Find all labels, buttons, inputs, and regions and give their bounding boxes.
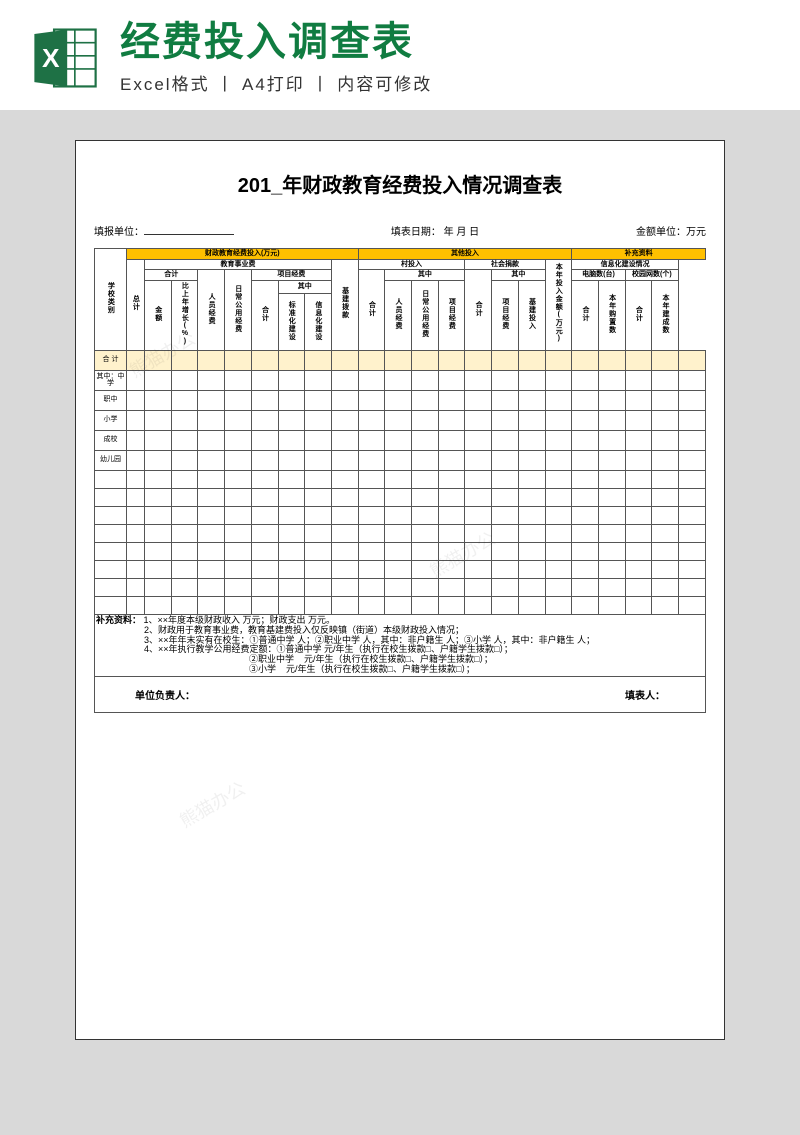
meta-date-value: 年 月 日 bbox=[441, 227, 479, 238]
row-total-label: 合 计 bbox=[95, 350, 127, 370]
footer-right: 填表人： bbox=[625, 687, 665, 702]
note1: 1、××年度本级财政收入 万元；财政支出 万元。 bbox=[144, 615, 336, 625]
group-fiscal: 财政教育经费投入(万元) bbox=[127, 249, 359, 260]
table-row bbox=[95, 578, 706, 596]
row-total: 合 计 bbox=[95, 350, 706, 370]
sub-edu: 教育事业费 bbox=[145, 259, 332, 270]
col-jijian2: 基建投入 bbox=[528, 298, 536, 330]
excel-icon: X bbox=[30, 23, 100, 93]
table-row: 其中：中学 bbox=[95, 370, 706, 390]
group-supp: 补充资料 bbox=[572, 249, 706, 260]
table-row bbox=[95, 506, 706, 524]
template-header: X 经费投入调查表 Excel格式 丨 A4打印 丨 内容可修改 bbox=[0, 0, 800, 110]
doc-title: 201_年财政教育经费投入情况调查表 bbox=[94, 169, 706, 198]
table-row bbox=[95, 542, 706, 560]
col-net: 校园网数(个) bbox=[625, 270, 678, 281]
note6: ③小学 元/年生（执行在校生拨款□、户籍学生拨款□）； bbox=[96, 665, 475, 675]
col-qizhong-p: 其中 bbox=[278, 281, 331, 294]
col-daily2: 日常公用经费 bbox=[421, 290, 429, 338]
col-staff2: 人员经费 bbox=[394, 298, 402, 330]
meta-date-label: 填表日期： bbox=[391, 227, 441, 238]
col-qizhong-s: 其中 bbox=[492, 270, 545, 281]
main-table: 学校类别 财政教育经费投入(万元) 其他投入 补充资料 总计 教育事业费 基建拨… bbox=[94, 248, 706, 677]
col-total: 总计 bbox=[132, 295, 140, 311]
col-built: 本年建成数 bbox=[661, 294, 669, 334]
footer-row: 单位负责人： 填表人： bbox=[94, 677, 706, 713]
table-row bbox=[95, 524, 706, 542]
meta-row: 填报单位： 填表日期： 年 月 日 金额单位：万元 bbox=[94, 223, 706, 238]
document-page: 熊猫办公 熊猫办公 熊猫办公 201_年财政教育经费投入情况调查表 填报单位： … bbox=[75, 140, 725, 1040]
col-proj2: 项目经费 bbox=[448, 298, 456, 330]
col-daily: 日常公用经费 bbox=[234, 285, 242, 333]
table-row: 幼儿园 bbox=[95, 450, 706, 470]
table-row: 小学 bbox=[95, 410, 706, 430]
col-info: 信息化建设 bbox=[314, 301, 322, 341]
table-row bbox=[95, 560, 706, 578]
notes-label: 补充资料： bbox=[96, 615, 141, 625]
col-heji1: 合计 bbox=[145, 270, 198, 281]
col-thisyear: 本年投入金额(万元) bbox=[555, 263, 563, 343]
col-proj3: 项目经费 bbox=[501, 298, 509, 330]
col-jijian: 基建拨款 bbox=[341, 287, 349, 319]
sub-village: 村投入 bbox=[358, 259, 465, 270]
table-row: 成校 bbox=[95, 430, 706, 450]
table-row: 职中 bbox=[95, 390, 706, 410]
svg-text:X: X bbox=[42, 42, 60, 72]
col-heji3: 合计 bbox=[474, 301, 482, 317]
col-buy: 本年购置数 bbox=[608, 294, 616, 334]
col-staff: 人员经费 bbox=[207, 293, 215, 325]
table-row bbox=[95, 488, 706, 506]
footer-left: 单位负责人： bbox=[135, 687, 195, 702]
col-growth: 比上年增长(%) bbox=[181, 282, 189, 346]
col-heji6: 合计 bbox=[635, 306, 643, 322]
watermark: 熊猫办公 bbox=[174, 775, 249, 834]
col-proj: 项目经费 bbox=[251, 270, 331, 281]
col-amount: 金额 bbox=[154, 306, 162, 322]
sub-social: 社会捐款 bbox=[465, 259, 545, 270]
meta-unit-label: 填报单位： bbox=[94, 227, 144, 238]
sub-info: 信息化建设情况 bbox=[572, 259, 679, 270]
table-row bbox=[95, 596, 706, 614]
col-heji2: 合计 bbox=[368, 301, 376, 317]
unit-fill bbox=[144, 234, 234, 235]
notes-row: 补充资料： 1、××年度本级财政收入 万元；财政支出 万元。 2、财政用于教育事… bbox=[95, 614, 706, 676]
template-title: 经费投入调查表 bbox=[120, 20, 770, 64]
preview-canvas: 熊猫办公 熊猫办公 熊猫办公 201_年财政教育经费投入情况调查表 填报单位： … bbox=[0, 110, 800, 1135]
template-subtitle: Excel格式 丨 A4打印 丨 内容可修改 bbox=[120, 70, 770, 95]
col-school-type: 学校类别 bbox=[107, 282, 115, 314]
group-other: 其他投入 bbox=[358, 249, 572, 260]
table-row bbox=[95, 470, 706, 488]
col-qizhong-v: 其中 bbox=[385, 270, 465, 281]
col-heji5: 合计 bbox=[581, 306, 589, 322]
meta-amount-label: 金额单位：万元 bbox=[636, 223, 706, 238]
col-pc: 电脑数(台) bbox=[572, 270, 625, 281]
col-std: 标准化建设 bbox=[288, 301, 296, 341]
col-heji4: 合计 bbox=[261, 306, 269, 322]
